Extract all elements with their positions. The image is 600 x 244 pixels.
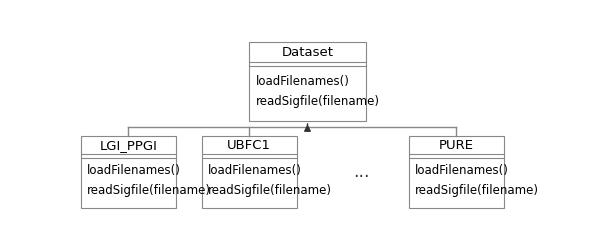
Text: Dataset: Dataset <box>281 46 334 59</box>
Text: LGI_PPGI: LGI_PPGI <box>100 139 157 152</box>
Text: loadFilenames()
readSigfile(filename): loadFilenames() readSigfile(filename) <box>87 164 211 197</box>
Bar <box>409 136 504 208</box>
Text: loadFilenames()
readSigfile(filename): loadFilenames() readSigfile(filename) <box>415 164 539 197</box>
Text: UBFC1: UBFC1 <box>227 139 271 152</box>
Text: loadFilenames()
readSigfile(filename): loadFilenames() readSigfile(filename) <box>256 75 379 108</box>
Text: ...: ... <box>353 163 369 181</box>
Bar <box>250 42 365 121</box>
Bar <box>81 136 176 208</box>
Text: PURE: PURE <box>439 139 474 152</box>
Text: loadFilenames()
readSigfile(filename): loadFilenames() readSigfile(filename) <box>208 164 332 197</box>
Bar <box>202 136 297 208</box>
